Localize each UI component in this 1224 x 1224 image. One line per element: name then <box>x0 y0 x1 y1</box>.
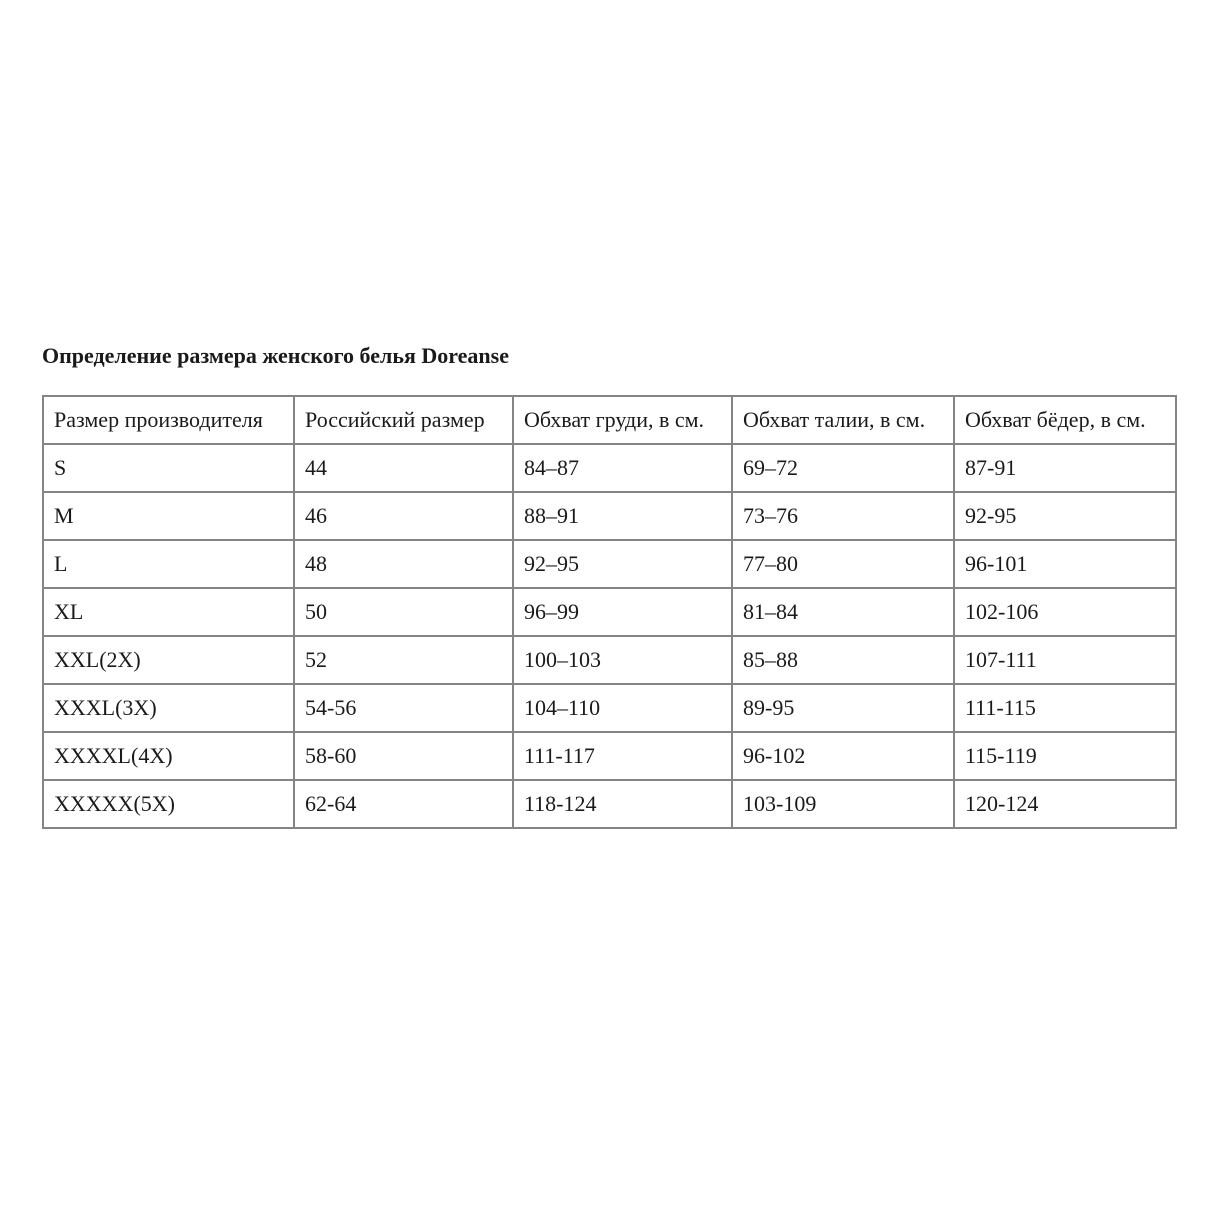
table-cell: M <box>42 491 295 541</box>
table-cell: L <box>42 539 295 589</box>
table-cell: XL <box>42 587 295 637</box>
page-title: Определение размера женского белья Dorea… <box>42 343 509 368</box>
table-cell: XXXXX(5X) <box>42 779 295 829</box>
table-cell: 107-111 <box>953 635 1177 685</box>
table-cell: 88–91 <box>512 491 733 541</box>
table-row: M 46 88–91 73–76 92-95 <box>42 491 1177 541</box>
table-cell: 120-124 <box>953 779 1177 829</box>
table-cell: S <box>42 443 295 493</box>
table-cell: 92-95 <box>953 491 1177 541</box>
header-cell: Обхват талии, в см. <box>731 395 955 445</box>
table-cell: 111-117 <box>512 731 733 781</box>
table-row: L 48 92–95 77–80 96-101 <box>42 539 1177 589</box>
table-cell: 92–95 <box>512 539 733 589</box>
table-cell: 77–80 <box>731 539 955 589</box>
table-row: XXXXX(5X) 62-64 118-124 103-109 120-124 <box>42 779 1177 829</box>
table-cell: 81–84 <box>731 587 955 637</box>
header-cell: Обхват груди, в см. <box>512 395 733 445</box>
table-cell: 52 <box>293 635 514 685</box>
table-cell: 89-95 <box>731 683 955 733</box>
table-row: XL 50 96–99 81–84 102-106 <box>42 587 1177 637</box>
table-cell: 103-109 <box>731 779 955 829</box>
header-cell: Обхват бёдер, в см. <box>953 395 1177 445</box>
table-cell: 87-91 <box>953 443 1177 493</box>
table-cell: 85–88 <box>731 635 955 685</box>
table-cell: 62-64 <box>293 779 514 829</box>
header-row: Размер производителя Российский размер Обх… <box>42 395 1177 445</box>
table-cell: 96-101 <box>953 539 1177 589</box>
table-cell: XXXXL(4X) <box>42 731 295 781</box>
table-cell: 73–76 <box>731 491 955 541</box>
table-cell: XXL(2X) <box>42 635 295 685</box>
table-cell: 46 <box>293 491 514 541</box>
table-cell: 84–87 <box>512 443 733 493</box>
table-cell: 104–110 <box>512 683 733 733</box>
header-cell: Размер производителя <box>42 395 295 445</box>
table-cell: 54-56 <box>293 683 514 733</box>
table-cell: 96–99 <box>512 587 733 637</box>
table-row: XXXL(3X) 54-56 104–110 89-95 111-115 <box>42 683 1177 733</box>
table-cell: 50 <box>293 587 514 637</box>
table-cell: 48 <box>293 539 514 589</box>
table-cell: 115-119 <box>953 731 1177 781</box>
table-cell: 102-106 <box>953 587 1177 637</box>
table-cell: 96-102 <box>731 731 955 781</box>
table-cell: 111-115 <box>953 683 1177 733</box>
table-cell: XXXL(3X) <box>42 683 295 733</box>
header-cell: Российский размер <box>293 395 514 445</box>
table-row: XXXXL(4X) 58-60 111-117 96-102 115-119 <box>42 731 1177 781</box>
table-cell: 69–72 <box>731 443 955 493</box>
table-cell: 58-60 <box>293 731 514 781</box>
table-cell: 118-124 <box>512 779 733 829</box>
size-table: Размер производителя Российский размер Обх… <box>42 395 1177 829</box>
table-row: XXL(2X) 52 100–103 85–88 107-111 <box>42 635 1177 685</box>
table-row: S 44 84–87 69–72 87-91 <box>42 443 1177 493</box>
table-cell: 100–103 <box>512 635 733 685</box>
table-cell: 44 <box>293 443 514 493</box>
